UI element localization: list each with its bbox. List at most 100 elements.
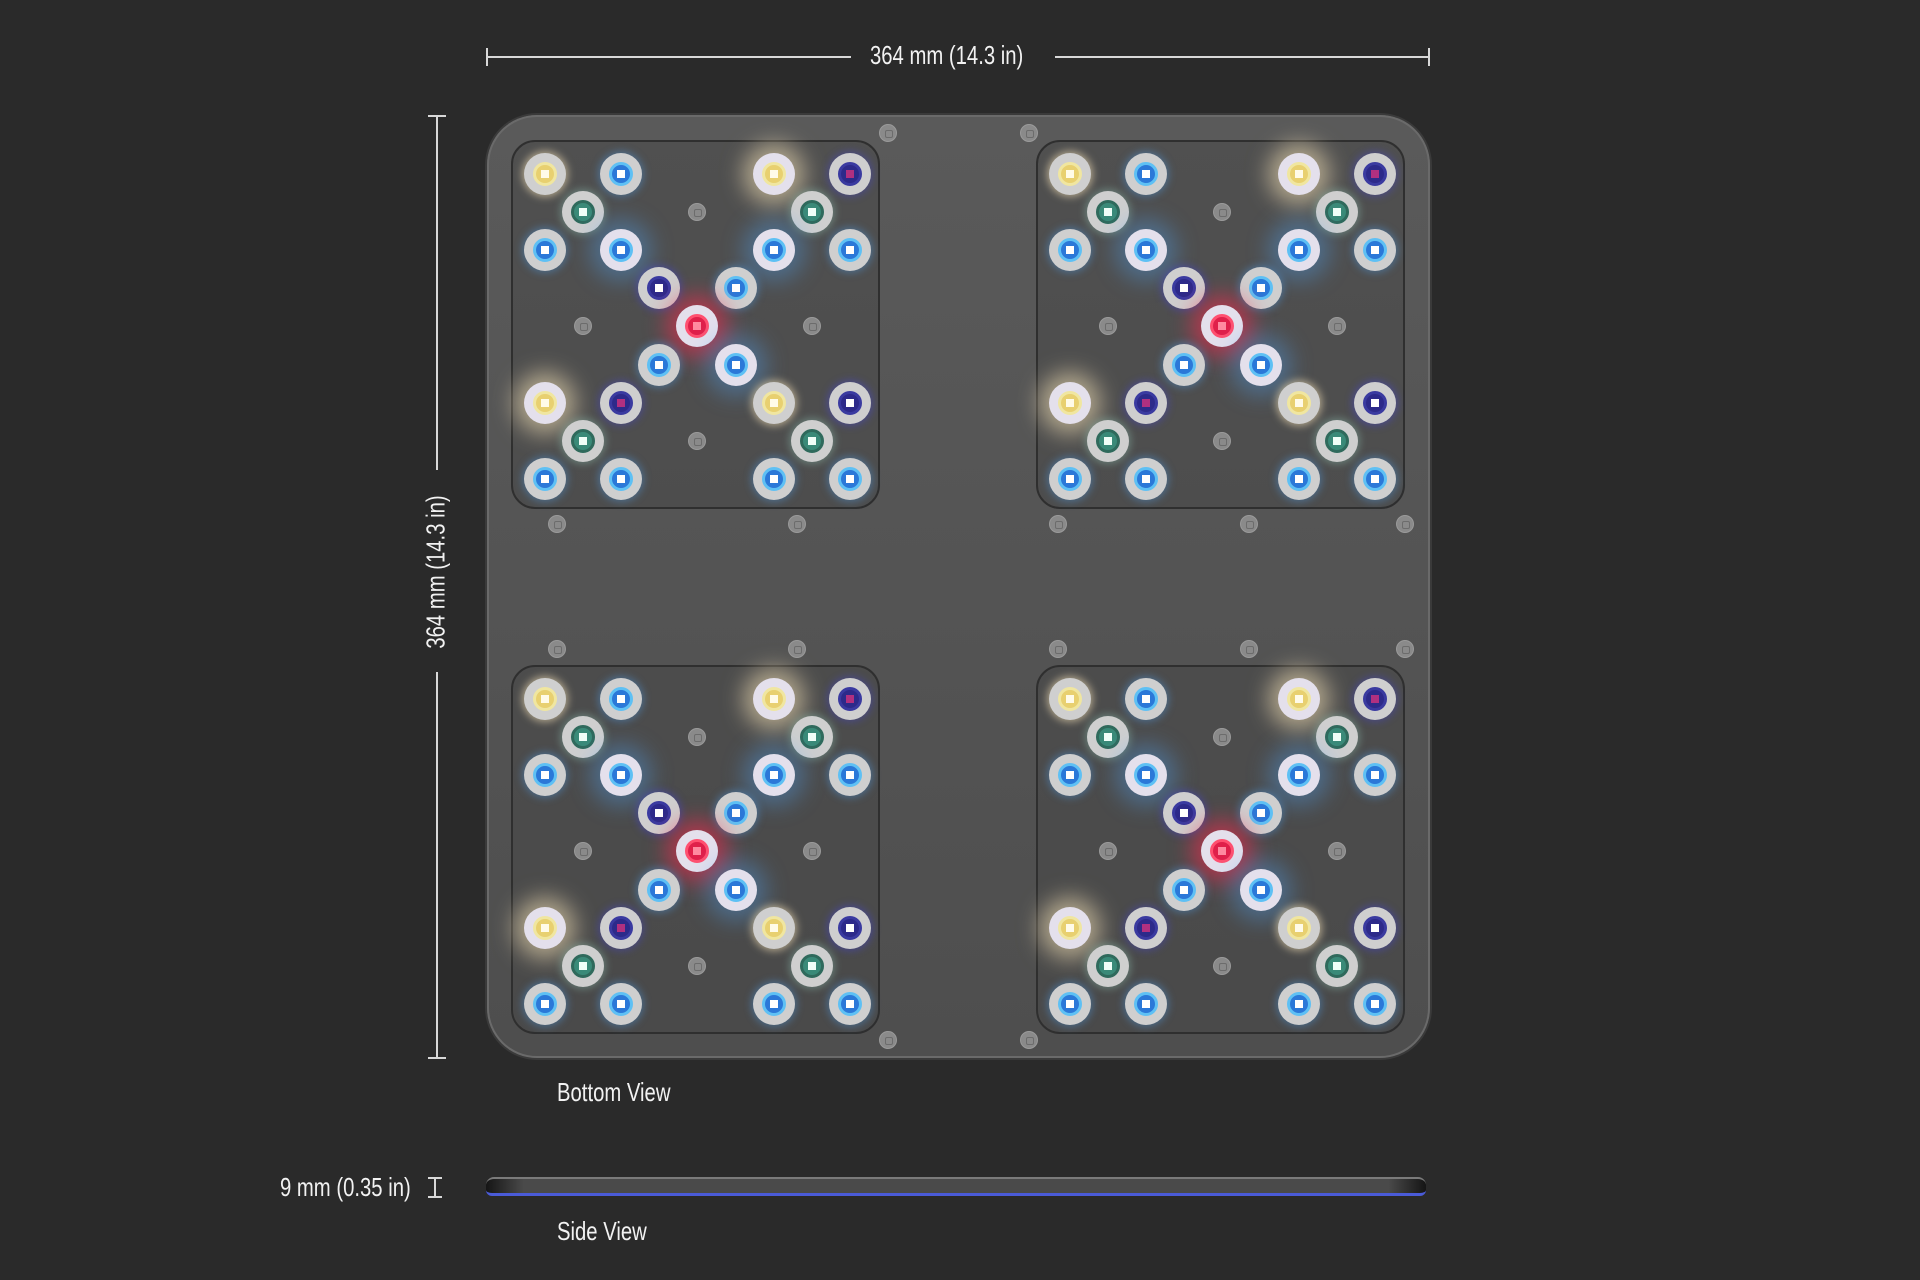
red-led <box>676 305 719 348</box>
led-module <box>511 140 880 509</box>
led-emitter <box>1142 474 1151 483</box>
led-lens <box>1134 390 1159 415</box>
screw-icon <box>1240 640 1258 658</box>
warm-white-led <box>524 381 566 424</box>
blue-led <box>714 792 757 835</box>
led-emitter <box>1180 284 1189 293</box>
height-dim-label: 364 mm (14.3 in) <box>420 495 451 649</box>
violet-led <box>1125 381 1168 424</box>
led-emitter <box>769 398 778 407</box>
led-emitter <box>1294 999 1303 1008</box>
blue-led <box>524 457 566 500</box>
led-lens <box>723 276 748 301</box>
blue-led <box>1353 229 1396 272</box>
led-emitter <box>617 474 626 483</box>
led-lens <box>1096 953 1121 978</box>
led-lens <box>609 162 634 186</box>
teal-led <box>1315 944 1358 987</box>
led-emitter <box>731 284 740 293</box>
blue-led <box>1125 229 1168 272</box>
led-emitter <box>1066 474 1074 483</box>
led-emitter <box>1370 695 1379 703</box>
red-led <box>676 830 719 873</box>
led-emitter <box>1142 771 1151 780</box>
led-lens <box>1324 725 1349 750</box>
blue-led <box>1239 343 1282 386</box>
led-emitter <box>1370 474 1379 483</box>
teal-led <box>1087 944 1130 987</box>
led-lens <box>1362 763 1387 788</box>
screw-icon <box>788 515 806 533</box>
red-led <box>1201 830 1244 873</box>
led-lens <box>1096 428 1121 453</box>
blue-led <box>1353 457 1396 500</box>
led-lens <box>761 763 786 788</box>
led-emitter <box>769 170 778 178</box>
led-emitter <box>579 733 588 742</box>
screw-icon <box>1327 317 1346 336</box>
teal-led <box>1315 716 1358 759</box>
led-emitter <box>1066 246 1074 255</box>
led-emitter <box>579 961 588 970</box>
led-emitter <box>1370 246 1379 255</box>
bottom-view-label: Bottom View <box>557 1077 671 1107</box>
blue-led <box>1049 754 1091 797</box>
led-emitter <box>1066 398 1074 407</box>
screw-icon <box>1049 515 1067 533</box>
led-emitter <box>769 771 778 780</box>
led-emitter <box>1370 771 1379 780</box>
led-emitter <box>845 474 854 483</box>
led-emitter <box>1142 398 1151 407</box>
led-lens <box>837 991 862 1016</box>
teal-led <box>1087 191 1130 234</box>
blue-led <box>1239 868 1282 911</box>
led-lens <box>761 466 786 491</box>
led-emitter <box>769 923 778 932</box>
led-emitter <box>1332 208 1341 217</box>
led-emitter <box>807 733 816 742</box>
screw-icon <box>1020 124 1038 142</box>
blue-led <box>1239 267 1282 310</box>
led-emitter <box>1370 170 1379 178</box>
led-emitter <box>617 923 626 932</box>
led-lens <box>1058 238 1082 263</box>
teal-led <box>790 191 833 234</box>
led-emitter <box>1370 398 1379 407</box>
led-emitter <box>617 170 626 178</box>
led-lens <box>1324 953 1349 978</box>
blue-led <box>524 229 566 272</box>
royal-blue-led <box>638 267 681 310</box>
violet-led <box>1353 678 1396 720</box>
led-emitter <box>1104 436 1113 445</box>
led-emitter <box>845 999 854 1008</box>
led-emitter <box>1294 695 1303 703</box>
led-emitter <box>1142 695 1151 703</box>
led-lens <box>571 428 596 453</box>
blue-led <box>600 457 643 500</box>
led-emitter <box>769 999 778 1008</box>
led-lens <box>571 725 596 750</box>
screw-icon <box>1020 1031 1038 1049</box>
teal-led <box>790 419 833 462</box>
led-emitter <box>1332 733 1341 742</box>
screw-icon <box>1049 640 1067 658</box>
led-emitter <box>807 208 816 217</box>
led-lens <box>609 466 634 491</box>
led-emitter <box>1256 885 1265 894</box>
led-emitter <box>541 398 549 407</box>
led-emitter <box>731 885 740 894</box>
blue-led <box>828 754 871 797</box>
royal-blue-led <box>1353 381 1396 424</box>
blue-led <box>714 868 757 911</box>
led-emitter <box>693 322 702 331</box>
blue-led <box>1163 868 1206 911</box>
blue-led <box>1163 343 1206 386</box>
led-emitter <box>1066 695 1074 703</box>
blue-led <box>752 457 795 500</box>
led-lens <box>1172 276 1197 301</box>
blue-led <box>1353 754 1396 797</box>
led-emitter <box>1104 733 1113 742</box>
light-panel-side <box>486 1177 1426 1196</box>
led-emitter <box>1066 170 1074 178</box>
led-emitter <box>769 474 778 483</box>
